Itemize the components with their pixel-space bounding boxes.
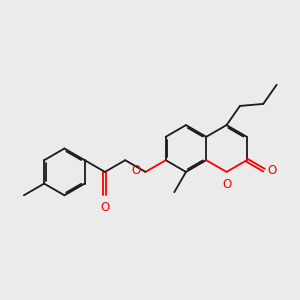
Text: O: O [132, 164, 141, 177]
Text: O: O [100, 201, 110, 214]
Text: O: O [268, 164, 277, 177]
Text: O: O [223, 178, 232, 191]
